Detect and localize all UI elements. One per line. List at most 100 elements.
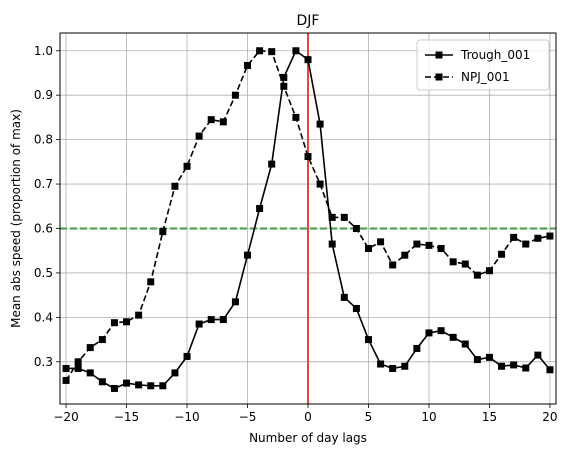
data-point bbox=[352, 304, 360, 312]
x-tick-label: 10 bbox=[421, 410, 436, 424]
data-point bbox=[522, 364, 530, 372]
data-point bbox=[401, 251, 409, 259]
data-point bbox=[292, 47, 300, 55]
data-point bbox=[364, 336, 372, 344]
data-point bbox=[110, 384, 118, 392]
data-point bbox=[62, 376, 70, 384]
data-point bbox=[86, 369, 94, 377]
data-point bbox=[316, 180, 324, 188]
data-point bbox=[352, 224, 360, 232]
data-point bbox=[292, 113, 300, 121]
data-point bbox=[340, 293, 348, 301]
data-point bbox=[74, 364, 82, 372]
data-point bbox=[449, 333, 457, 341]
data-point bbox=[316, 120, 324, 128]
data-point bbox=[219, 118, 227, 126]
data-point bbox=[328, 240, 336, 248]
y-tick-label: 0.6 bbox=[34, 221, 53, 235]
data-point bbox=[147, 278, 155, 286]
data-point bbox=[159, 228, 167, 236]
data-point bbox=[425, 241, 433, 249]
data-point bbox=[437, 327, 445, 335]
data-point bbox=[74, 358, 82, 366]
data-point bbox=[498, 362, 506, 370]
legend-box bbox=[416, 39, 550, 91]
legend-label: Trough_001 bbox=[460, 48, 530, 62]
data-point bbox=[147, 382, 155, 390]
data-point bbox=[62, 364, 70, 372]
x-tick-label: −20 bbox=[53, 410, 78, 424]
data-point bbox=[135, 381, 143, 389]
data-point bbox=[183, 352, 191, 360]
data-point bbox=[485, 353, 493, 361]
data-point bbox=[268, 48, 276, 56]
x-tick-label: −5 bbox=[239, 410, 257, 424]
data-point bbox=[522, 240, 530, 248]
data-point bbox=[510, 361, 518, 369]
data-point bbox=[449, 258, 457, 266]
y-tick-label: 0.4 bbox=[34, 310, 53, 324]
legend-marker bbox=[435, 73, 443, 81]
data-point bbox=[98, 378, 106, 386]
data-point bbox=[280, 73, 288, 81]
data-point bbox=[231, 298, 239, 306]
data-point bbox=[123, 379, 131, 387]
series-Trough_001 bbox=[62, 47, 554, 392]
series-line bbox=[65, 49, 551, 381]
reference-lines bbox=[60, 33, 556, 404]
data-point bbox=[546, 232, 554, 240]
y-tick-label: 0.9 bbox=[34, 88, 53, 102]
x-axis-ticks: −20 −15 −10 −5 0 5 10 15 20 bbox=[53, 404, 558, 424]
data-point bbox=[437, 244, 445, 252]
data-point bbox=[207, 316, 215, 324]
x-tick-label: 5 bbox=[365, 410, 373, 424]
legend-entry: NPJ_001 bbox=[425, 70, 510, 84]
data-point bbox=[389, 364, 397, 372]
x-axis-label: Number of day lags bbox=[249, 431, 367, 445]
data-point bbox=[123, 318, 131, 326]
data-point bbox=[389, 261, 397, 269]
data-point bbox=[256, 47, 264, 55]
data-point bbox=[195, 320, 203, 328]
x-tick-label: −10 bbox=[174, 410, 199, 424]
data-point bbox=[86, 344, 94, 352]
data-point bbox=[413, 344, 421, 352]
data-point bbox=[510, 233, 518, 241]
data-point bbox=[461, 260, 469, 268]
y-tick-label: 0.7 bbox=[34, 177, 53, 191]
data-point bbox=[256, 205, 264, 213]
data-point bbox=[171, 182, 179, 190]
data-point bbox=[304, 56, 312, 64]
data-point bbox=[485, 267, 493, 275]
data-point bbox=[413, 240, 421, 248]
data-point bbox=[364, 244, 372, 252]
series-NPJ_001 bbox=[62, 47, 554, 384]
data-point bbox=[534, 234, 542, 242]
x-tick-label: −15 bbox=[114, 410, 139, 424]
data-point bbox=[244, 61, 252, 69]
legend-marker bbox=[435, 51, 443, 59]
data-point bbox=[171, 369, 179, 377]
y-tick-label: 0.8 bbox=[34, 133, 53, 147]
data-point bbox=[219, 316, 227, 324]
data-point bbox=[280, 82, 288, 90]
data-point bbox=[473, 271, 481, 279]
data-point bbox=[401, 362, 409, 370]
data-point bbox=[244, 251, 252, 259]
data-point bbox=[461, 340, 469, 348]
data-point bbox=[377, 238, 385, 246]
chart-title: DJF bbox=[297, 13, 320, 29]
series-layer bbox=[62, 47, 554, 392]
data-point bbox=[328, 213, 336, 221]
data-point bbox=[268, 160, 276, 168]
data-point bbox=[135, 311, 143, 319]
y-tick-label: 0.3 bbox=[34, 355, 53, 369]
data-point bbox=[340, 213, 348, 221]
data-point bbox=[110, 319, 118, 327]
y-tick-label: 0.5 bbox=[34, 266, 53, 280]
data-point bbox=[195, 132, 203, 140]
data-point bbox=[183, 162, 191, 170]
data-point bbox=[546, 366, 554, 374]
data-point bbox=[98, 336, 106, 344]
